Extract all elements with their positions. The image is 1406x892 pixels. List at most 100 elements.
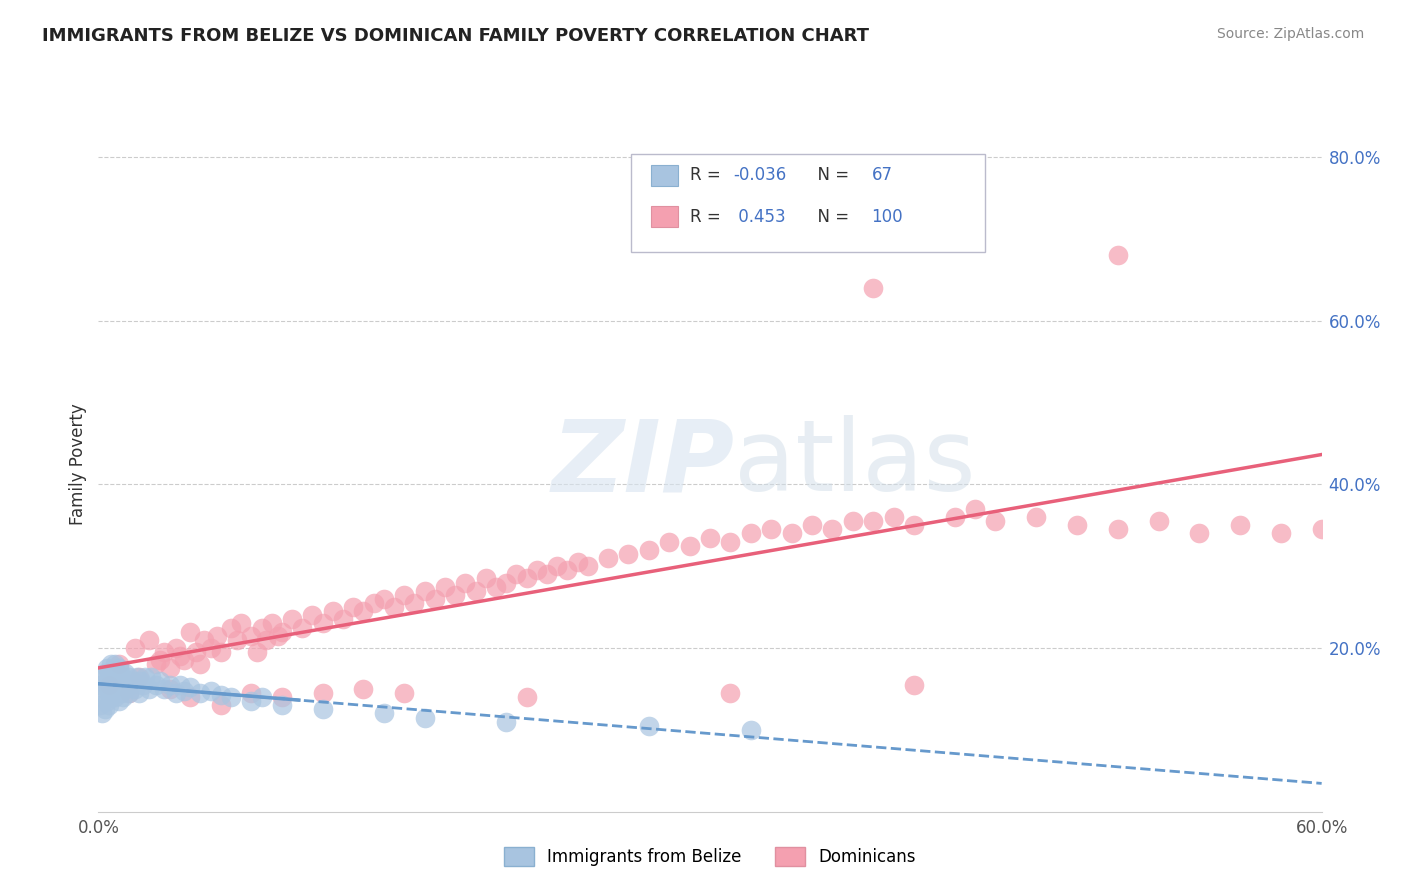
Point	[179, 681, 201, 695]
Point	[226, 632, 249, 647]
Text: R =: R =	[690, 208, 727, 226]
Point	[105, 681, 128, 696]
Point	[1107, 248, 1129, 262]
FancyBboxPatch shape	[651, 165, 678, 186]
Point	[322, 604, 344, 618]
Point	[434, 580, 457, 594]
Point	[404, 596, 426, 610]
Point	[219, 621, 242, 635]
Point	[943, 510, 966, 524]
Point	[363, 596, 385, 610]
Point	[118, 670, 141, 684]
Point	[173, 653, 195, 667]
Point	[260, 616, 283, 631]
Point	[1310, 522, 1333, 536]
Point	[392, 588, 416, 602]
Point	[105, 665, 128, 680]
Point	[392, 686, 416, 700]
Point	[464, 583, 486, 598]
Point	[423, 591, 446, 606]
Text: atlas: atlas	[734, 416, 976, 512]
Point	[267, 629, 290, 643]
Point	[526, 563, 548, 577]
Point	[165, 640, 187, 655]
Point	[138, 681, 160, 696]
Legend: Immigrants from Belize, Dominicans: Immigrants from Belize, Dominicans	[498, 840, 922, 873]
Point	[903, 518, 925, 533]
Y-axis label: Family Poverty: Family Poverty	[69, 403, 87, 524]
Point	[169, 678, 191, 692]
Text: 0.453: 0.453	[734, 208, 786, 226]
Point	[96, 661, 118, 675]
Point	[312, 702, 335, 716]
Text: -0.036: -0.036	[734, 166, 786, 184]
Point	[124, 681, 146, 696]
Point	[761, 522, 783, 536]
Point	[516, 690, 538, 705]
Point	[546, 559, 568, 574]
Text: Source: ZipAtlas.com: Source: ZipAtlas.com	[1216, 27, 1364, 41]
Point	[444, 588, 467, 602]
Point	[209, 689, 232, 703]
Point	[89, 678, 111, 692]
Point	[100, 690, 122, 705]
Point	[93, 702, 115, 716]
Point	[120, 678, 142, 692]
Point	[173, 683, 195, 698]
Point	[740, 723, 762, 737]
Text: IMMIGRANTS FROM BELIZE VS DOMINICAN FAMILY POVERTY CORRELATION CHART: IMMIGRANTS FROM BELIZE VS DOMINICAN FAMI…	[42, 27, 869, 45]
Text: 67: 67	[872, 166, 893, 184]
Text: N =: N =	[807, 208, 853, 226]
Point	[557, 563, 579, 577]
Point	[413, 710, 436, 724]
Point	[101, 686, 124, 700]
Point	[495, 575, 517, 590]
Point	[124, 640, 146, 655]
Point	[1147, 514, 1170, 528]
Point	[720, 534, 742, 549]
Point	[104, 657, 127, 672]
Point	[200, 683, 222, 698]
Point	[454, 575, 477, 590]
Point	[145, 657, 167, 672]
Point	[638, 542, 661, 557]
Point	[780, 526, 803, 541]
Point	[1025, 510, 1047, 524]
Point	[209, 645, 232, 659]
Point	[118, 686, 141, 700]
Point	[862, 514, 884, 528]
Point	[965, 501, 987, 516]
Text: R =: R =	[690, 166, 727, 184]
Point	[270, 690, 294, 705]
Point	[108, 694, 131, 708]
Point	[193, 632, 215, 647]
Point	[97, 678, 120, 692]
Point	[186, 645, 208, 659]
Point	[118, 686, 141, 700]
Point	[127, 670, 149, 684]
Point	[91, 706, 114, 721]
Point	[638, 719, 661, 733]
Point	[801, 518, 824, 533]
Point	[104, 673, 127, 688]
Point	[250, 621, 273, 635]
Point	[89, 698, 111, 713]
Point	[132, 678, 155, 692]
Point	[1270, 526, 1292, 541]
Point	[134, 670, 156, 684]
Point	[145, 678, 167, 692]
Point	[169, 649, 191, 664]
Point	[101, 670, 124, 684]
Point	[152, 681, 174, 696]
Point	[301, 608, 323, 623]
Point	[617, 547, 640, 561]
Point	[149, 653, 172, 667]
Point	[240, 686, 263, 700]
Point	[270, 698, 294, 713]
Point	[240, 629, 263, 643]
Point	[883, 510, 905, 524]
Point	[254, 632, 277, 647]
Point	[740, 526, 762, 541]
Point	[679, 539, 702, 553]
Point	[122, 673, 145, 688]
